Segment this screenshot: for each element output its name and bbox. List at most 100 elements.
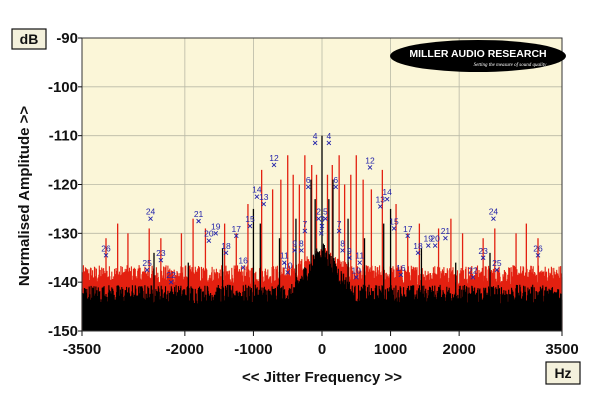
peak-label-28: 17 <box>232 224 242 234</box>
y-tick-label-3: -120 <box>48 177 78 194</box>
y-unit-label: dB <box>20 31 39 47</box>
peak-label-17: 11 <box>355 251 364 261</box>
peak-marker-22 <box>254 194 260 200</box>
peak-label-7: 1 <box>319 221 324 231</box>
peak-marker-18 <box>271 162 277 168</box>
peak-label-32: 19 <box>211 221 221 231</box>
peak-marker-30 <box>223 250 229 256</box>
peak-label-37: 21 <box>441 226 451 236</box>
peak-marker-20 <box>261 201 267 207</box>
peak-marker-16 <box>281 260 287 265</box>
peak-marker-42 <box>148 216 153 222</box>
peak-marker-24 <box>247 223 253 229</box>
peak-marker-29 <box>405 233 411 239</box>
x-tick-label-6: 3500 <box>545 341 578 358</box>
peak-marker-11 <box>340 248 345 253</box>
peak-label-45: 25 <box>492 258 502 268</box>
peak-label-20: 13 <box>259 192 269 202</box>
peak-label-43: 24 <box>489 207 499 217</box>
brand-name: MILLER AUDIO RESEARCH <box>409 48 546 60</box>
y-tick-label-4: -130 <box>48 225 78 242</box>
y-tick-label-5: -140 <box>48 274 78 291</box>
peak-marker-37 <box>443 235 448 241</box>
peak-marker-35 <box>432 243 438 248</box>
peak-label-0: 4 <box>313 131 318 141</box>
peak-label-27: 16 <box>396 263 406 273</box>
x-unit-box: Hz <box>545 361 581 385</box>
peak-marker-13 <box>347 255 352 261</box>
peak-marker-4 <box>316 216 321 222</box>
peak-marker-44 <box>144 267 150 273</box>
peak-label-2: 6 <box>306 175 311 185</box>
peak-label-44: 25 <box>142 258 152 268</box>
peak-label-22: 14 <box>252 185 262 195</box>
x-axis-title: << Jitter Frequency >> <box>242 369 402 386</box>
peak-marker-28 <box>233 233 239 239</box>
peak-marker-47 <box>535 252 541 258</box>
peak-marker-32 <box>213 231 219 236</box>
peak-label-29: 17 <box>403 224 413 234</box>
peak-label-18: 12 <box>269 153 279 163</box>
peak-label-47: 26 <box>533 243 543 253</box>
peak-marker-3 <box>333 184 339 190</box>
peak-marker-27 <box>398 272 404 278</box>
peak-label-35: 20 <box>430 234 440 244</box>
y-axis-ticks: -90 -100 -110 -120 -130 -140 -150 <box>48 30 82 340</box>
peak-marker-38 <box>168 279 174 285</box>
peak-marker-2 <box>305 184 311 190</box>
peak-marker-10 <box>299 248 304 253</box>
peak-marker-34 <box>206 238 212 243</box>
peak-label-23: 14 <box>382 187 392 197</box>
peak-marker-19 <box>367 165 373 170</box>
peak-marker-8 <box>302 228 308 234</box>
peak-label-21: 13 <box>376 194 386 204</box>
peak-marker-46 <box>103 252 109 258</box>
peak-marker-1 <box>326 140 332 146</box>
peak-marker-26 <box>240 265 246 270</box>
peak-label-30: 18 <box>221 241 231 251</box>
y-unit-box: dB <box>11 28 47 50</box>
peak-marker-36 <box>196 218 201 224</box>
peak-marker-12 <box>292 248 297 253</box>
peak-marker-14 <box>285 270 291 275</box>
peak-marker-7 <box>318 231 324 236</box>
brand-logo: MILLER AUDIO RESEARCH Setting the measur… <box>390 40 566 72</box>
y-tick-label-6: -150 <box>48 323 78 340</box>
peak-label-16: 11 <box>280 251 289 261</box>
peak-marker-33 <box>425 243 431 248</box>
x-axis-ticks: -3500 -2000 -1000 0 1000 2000 3500 <box>63 331 579 358</box>
peak-label-41: 23 <box>478 246 488 256</box>
peak-marker-41 <box>480 255 486 261</box>
peak-label-24: 15 <box>245 214 255 224</box>
peak-marker-45 <box>494 267 500 273</box>
peak-marker-9 <box>336 228 342 234</box>
peak-label-36: 21 <box>194 209 204 219</box>
x-tick-label-0: -3500 <box>63 341 101 358</box>
peak-label-33: 19 <box>424 234 434 244</box>
peak-label-6: 5 <box>323 207 328 217</box>
peak-marker-23 <box>384 196 390 202</box>
peak-label-34: 20 <box>204 229 214 239</box>
peak-marker-15 <box>353 274 359 280</box>
peak-label-39: 22 <box>468 265 478 275</box>
peak-marker-6 <box>323 216 328 222</box>
peak-label-3: 6 <box>333 175 338 185</box>
peak-label-11: 8 <box>340 238 345 248</box>
peak-label-9: 7 <box>337 219 342 229</box>
peak-marker-5 <box>319 223 325 229</box>
peak-marker-40 <box>158 257 164 263</box>
peak-label-25: 15 <box>389 216 399 226</box>
x-tick-label-1: -2000 <box>166 341 204 358</box>
y-tick-label-2: -110 <box>49 128 78 145</box>
peak-label-31: 18 <box>413 241 423 251</box>
y-tick-label-1: -100 <box>48 79 78 96</box>
y-axis-title: Normalised Amplitude >> <box>16 106 33 287</box>
y-tick-label-0: -90 <box>56 30 78 47</box>
peak-label-40: 23 <box>156 248 166 258</box>
peak-label-42: 24 <box>146 207 156 217</box>
x-unit-label: Hz <box>554 365 571 381</box>
peak-marker-17 <box>357 260 363 265</box>
peak-label-38: 22 <box>166 270 176 280</box>
